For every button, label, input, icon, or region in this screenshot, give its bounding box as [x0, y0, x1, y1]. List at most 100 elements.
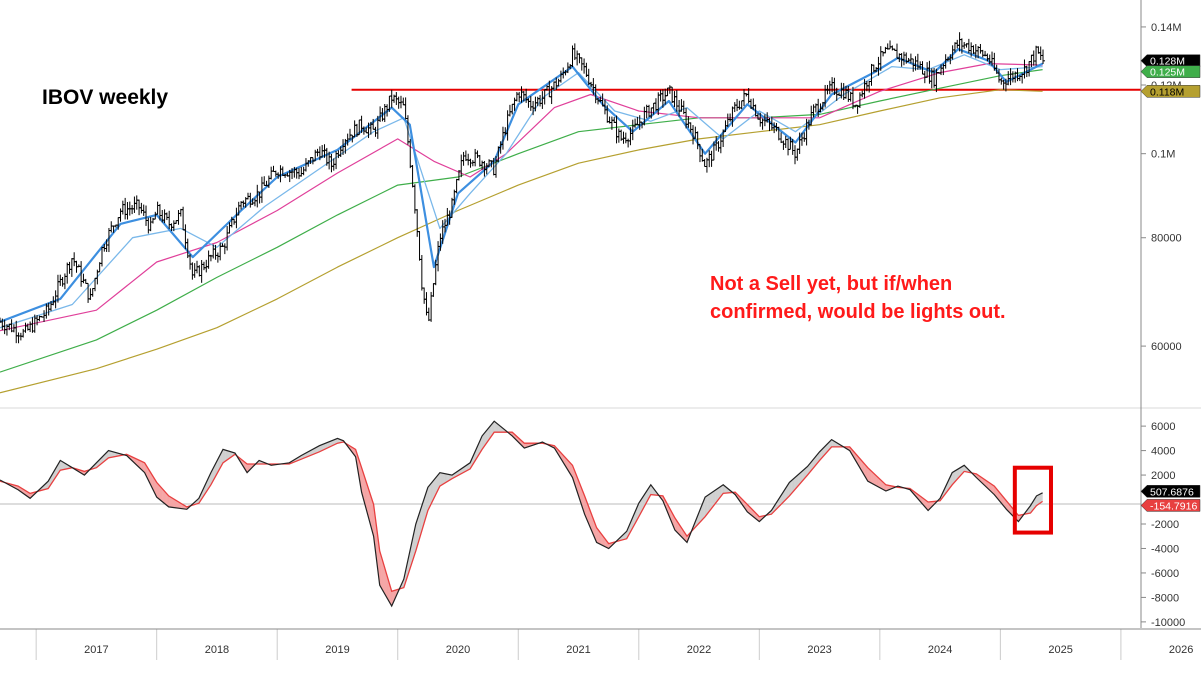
macd-fill-segment — [441, 472, 443, 486]
macd-fill-segment — [428, 484, 430, 510]
macd-y-tick-label: -10000 — [1151, 617, 1185, 629]
macd-fill-segment — [108, 450, 111, 459]
macd-fill-segment — [1041, 492, 1043, 503]
macd-fill-segment — [429, 483, 432, 507]
macd-fill-segment — [1036, 494, 1039, 506]
annotation-text: Not a Sell yet, but if/when confirmed, w… — [710, 270, 1006, 326]
badge-ma-long-shape — [1140, 85, 1201, 98]
macd-fill-segment — [869, 469, 872, 484]
y-tick-label: 0.1M — [1151, 149, 1175, 161]
macd-fill-segment — [159, 485, 162, 501]
macd-fill-segment — [494, 421, 496, 433]
macd-y-tick-label: 4000 — [1151, 446, 1175, 458]
macd-fill-segment — [493, 421, 495, 434]
macd-y-tick-label: -8000 — [1151, 592, 1179, 604]
macd-fill-segment — [713, 490, 715, 507]
macd-fill-segment — [225, 450, 228, 462]
x-tick-label: 2021 — [566, 644, 590, 656]
highlight-box — [1012, 465, 1053, 535]
macd-fill-segment — [168, 495, 171, 508]
macd-fill-segment — [1038, 493, 1041, 505]
macd-fill-segment — [171, 497, 173, 508]
macd-fill-segment — [222, 449, 224, 465]
macd-fill-segment — [158, 484, 161, 500]
x-tick-label: 2017 — [84, 644, 108, 656]
macd-y-tick-label: -4000 — [1151, 543, 1179, 555]
annotation-line-2: confirmed, would be lights out. — [710, 301, 1006, 323]
macd-fill-segment — [708, 493, 711, 513]
badge-ma-long: 0.118M — [1140, 85, 1201, 98]
macd-y-tick-label: -2000 — [1151, 519, 1179, 531]
x-tick-label: 2018 — [205, 644, 229, 656]
series-layer — [0, 48, 1141, 608]
macd-line — [0, 420, 1043, 608]
macd-fill-segment — [711, 491, 713, 510]
annotation-line-1: Not a Sell yet, but if/when — [710, 273, 953, 295]
macd-fill-segment — [872, 471, 874, 485]
macd-fill-segment — [789, 480, 792, 496]
badge-macd-shape — [1140, 485, 1201, 498]
macd-fill-segment — [1037, 494, 1040, 505]
series-line-ma-slow — [0, 69, 1043, 373]
macd-y-tick-label: -6000 — [1151, 568, 1179, 580]
macd-fill-segment — [867, 467, 869, 483]
macd-y-tick-label: 2000 — [1151, 470, 1175, 482]
badge-ma-green-shape — [1140, 65, 1201, 78]
y-tick-label: 80000 — [1151, 233, 1182, 245]
x-tick-label: 2019 — [325, 644, 349, 656]
badge-ma-green: 0.125M — [1140, 65, 1201, 79]
badge-macd-label: 507.6876 — [1150, 486, 1194, 498]
badge-price-last: 0.128M — [1140, 54, 1201, 68]
macd-fill-segment — [111, 451, 113, 458]
badge-signal: -154.7916 — [1140, 499, 1201, 512]
price-layer — [0, 32, 1046, 344]
x-tick-label: 2022 — [687, 644, 711, 656]
badge-signal-label: -154.7916 — [1150, 500, 1197, 512]
badge-price-last-shape — [1140, 54, 1201, 67]
macd-fill-segment — [870, 470, 873, 484]
macd-fill-segment — [443, 473, 445, 485]
macd-fill-segment — [709, 492, 712, 511]
macd-signal-line — [0, 431, 1043, 593]
grid-layer — [0, 407, 1201, 660]
macd-fill-segment — [442, 472, 444, 485]
macd-fill-segment — [444, 473, 447, 484]
macd-fill-segment — [712, 491, 714, 508]
series-line-ma-mid — [0, 63, 1043, 332]
macd-y-tick-label: 6000 — [1151, 421, 1175, 433]
series-line-ma-light — [0, 54, 1043, 329]
x-tick-label: 2020 — [446, 644, 470, 656]
badge-ma-green-label: 0.125M — [1150, 67, 1185, 79]
macd-fill-segment — [109, 450, 112, 458]
macd-fill-segment — [160, 486, 163, 502]
x-tick-label: 2026 — [1169, 644, 1193, 656]
macd-fill-segment — [224, 449, 227, 462]
x-tick-label: 2023 — [807, 644, 831, 656]
badge-signal-shape — [1140, 499, 1201, 512]
series-line-ma-long — [0, 89, 1043, 394]
x-tick-label: 2024 — [928, 644, 952, 656]
macd-fill-segment — [170, 496, 172, 508]
macd-fill-segment — [223, 449, 225, 463]
macd-fill-segment — [788, 481, 791, 497]
macd-fill-segment — [707, 494, 710, 514]
macd-fill-segment — [60, 460, 62, 471]
macd-fill-segment — [705, 495, 707, 517]
macd-fill-segment — [157, 482, 159, 500]
macd-fill-segment — [706, 494, 708, 516]
chart-title: IBOV weekly — [42, 86, 169, 109]
x-tick-label: 2025 — [1048, 644, 1072, 656]
macd-fill-segment — [246, 463, 249, 473]
macd-fill-segment — [61, 460, 63, 471]
macd-fill-segment — [156, 481, 158, 499]
macd-fill-layer — [0, 421, 1043, 607]
badge-price-last-label: 0.128M — [1150, 56, 1185, 68]
badge-ma-long-label: 0.118M — [1150, 86, 1184, 98]
macd-fill-segment — [868, 468, 871, 483]
y-tick-label: 0.14M — [1151, 22, 1182, 34]
macd-fill-segment — [440, 472, 442, 487]
y-tick-label: 60000 — [1151, 341, 1182, 353]
macd-fill-segment — [722, 484, 725, 495]
